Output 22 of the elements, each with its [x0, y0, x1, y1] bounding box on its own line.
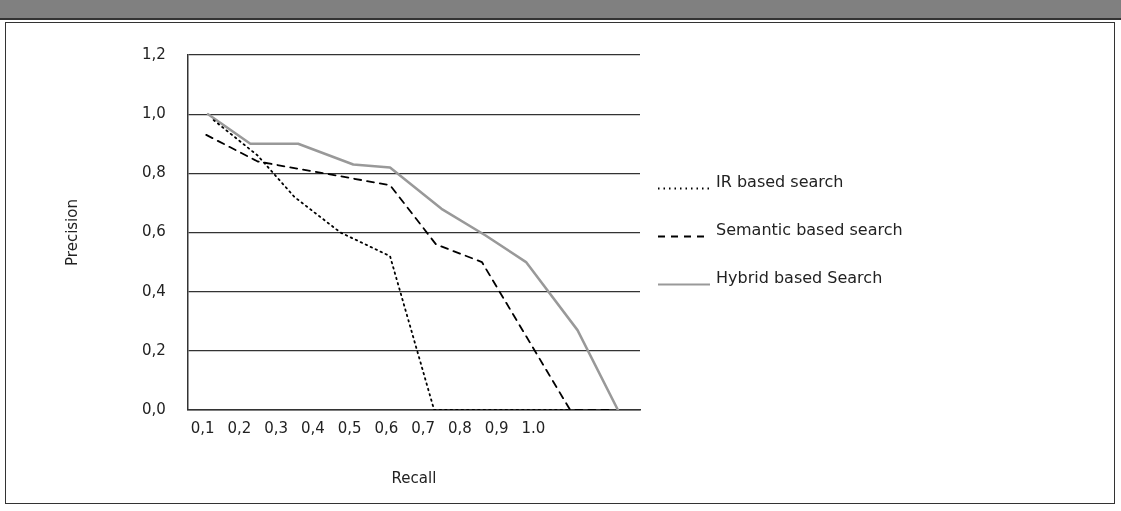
legend-label: IR based search	[716, 171, 844, 191]
legend-label: Hybrid based Search	[716, 267, 883, 287]
x-tick-label: 0,3	[264, 418, 289, 437]
y-tick-label: 1,2	[142, 44, 166, 63]
x-tick-label: 0,8	[447, 418, 472, 437]
legend-label: Semantic based search	[716, 219, 903, 239]
y-axis-title: Precision	[62, 199, 81, 266]
y-tick-label: 0,0	[142, 399, 166, 418]
x-tick-label: 0,4	[300, 418, 325, 437]
x-tick-label: 1.0	[521, 418, 546, 437]
x-tick-label: 0,6	[374, 418, 399, 437]
y-tick-label: 0,8	[142, 163, 166, 182]
y-tick-label: 0,6	[142, 222, 166, 241]
x-tick-label: 0,7	[411, 418, 436, 437]
x-tick-label: 0,1	[190, 418, 215, 437]
y-tick-label: 0,4	[142, 281, 166, 300]
y-tick-label: 0,2	[142, 340, 166, 359]
x-axis-title: Recall	[391, 468, 437, 487]
x-tick-label: 0,9	[484, 418, 509, 437]
y-tick-label: 1,0	[142, 104, 166, 123]
x-tick-label: 0,2	[227, 418, 252, 437]
x-tick-label: 0,5	[337, 418, 362, 437]
